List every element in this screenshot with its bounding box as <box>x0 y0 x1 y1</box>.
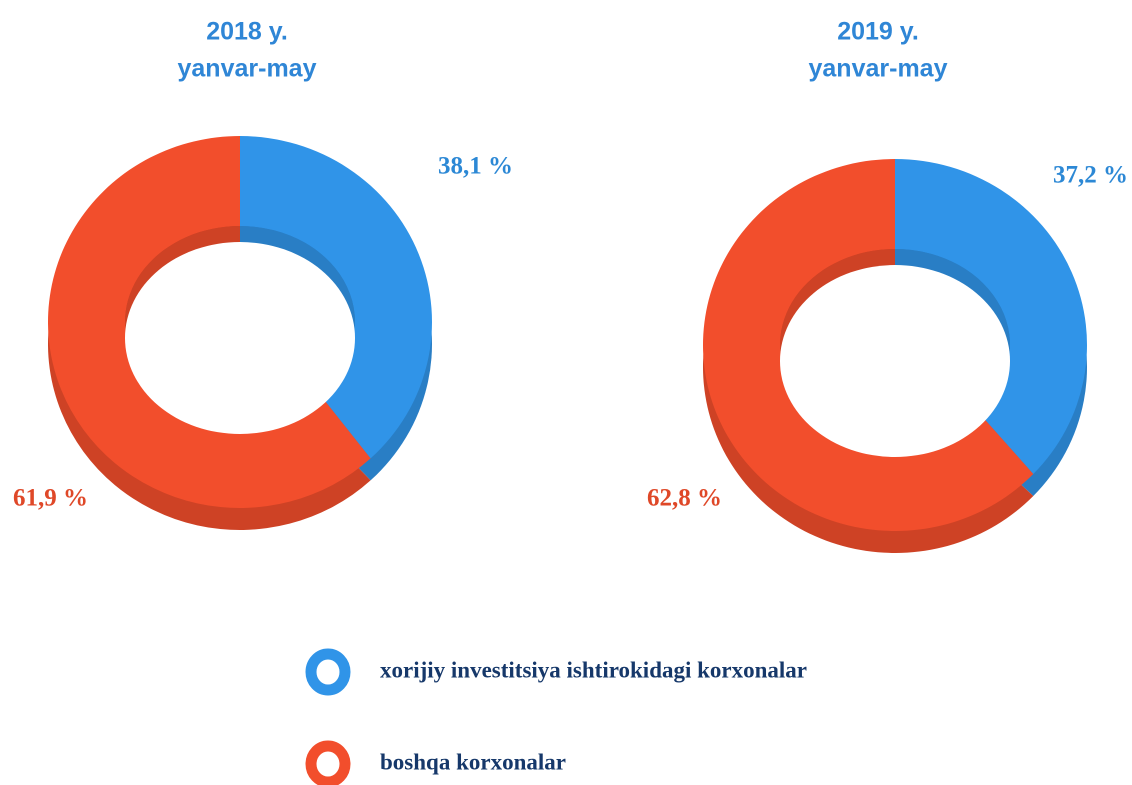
data-label: 61,9 % <box>13 485 88 512</box>
slice <box>240 136 432 459</box>
data-label: 37,2 % <box>1053 162 1128 189</box>
legend-label: xorijiy investitsiya ishtirokidagi korxo… <box>380 657 807 682</box>
slice <box>895 159 1088 475</box>
legend-swatch <box>305 740 351 785</box>
chart-subtitle: yanvar-may <box>809 55 948 83</box>
donut-hole <box>125 242 355 434</box>
data-label: 38,1 % <box>438 153 513 180</box>
data-label: 62,8 % <box>647 485 722 512</box>
donut-chart: 2019 y. yanvar-may 37,2 % 62,8 % <box>647 18 1128 553</box>
legend-swatch <box>305 648 351 696</box>
legend-label: boshqa korxonalar <box>380 749 566 774</box>
chart-subtitle: yanvar-may <box>178 55 317 83</box>
chart-title: 2018 y. <box>206 18 288 46</box>
donut-hole <box>780 265 1010 457</box>
donut-chart: 2018 y. yanvar-may 38,1 % 61,9 % <box>13 18 513 530</box>
chart-title: 2019 y. <box>837 18 919 46</box>
legend: xorijiy investitsiya ishtirokidagi korxo… <box>305 648 807 785</box>
